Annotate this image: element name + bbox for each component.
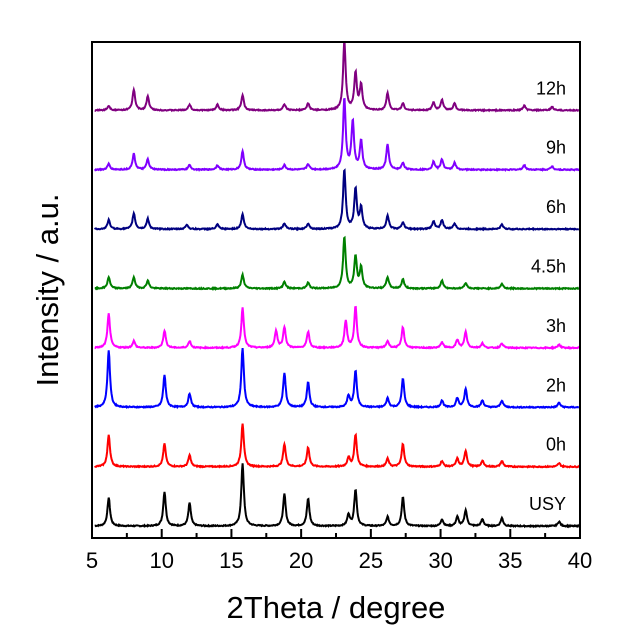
series-label-2h: 2h	[546, 375, 566, 395]
series-label-9h: 9h	[546, 138, 566, 158]
plot-area: USY 0h 2h 3h 4.5h 6h 9h 12h	[93, 40, 580, 529]
series-label-4-5h: 4.5h	[531, 257, 566, 277]
plot-frame	[91, 41, 581, 539]
x-axis: 5 10 15 20 25 30 35 40	[86, 529, 592, 573]
series-line-9h	[93, 97, 580, 172]
x-tick-label: 25	[359, 548, 383, 573]
x-tick-label: 20	[289, 548, 313, 573]
x-tick-label: 10	[149, 548, 173, 573]
series-label-0h: 0h	[546, 435, 566, 455]
x-tick-label: 35	[498, 548, 522, 573]
y-axis-label: Intensity / a.u.	[30, 194, 65, 387]
series-line-3h	[94, 305, 580, 351]
x-tick-label: 30	[428, 548, 452, 573]
series-line-12h	[94, 40, 580, 113]
x-axis-label: 2Theta / degree	[227, 590, 446, 625]
series-line-2h	[94, 348, 580, 410]
x-tick-label: 15	[219, 548, 243, 573]
series-line-USY	[94, 463, 580, 529]
series-label-USY: USY	[529, 494, 566, 514]
x-tick-label: 40	[568, 548, 592, 573]
series-line-6h	[93, 168, 580, 232]
series-label-3h: 3h	[546, 316, 566, 336]
series-line-0h	[93, 423, 580, 469]
series-label-12h: 12h	[536, 78, 566, 98]
series-line-4-5h	[94, 235, 580, 291]
x-tick-label: 5	[86, 548, 98, 573]
series-label-6h: 6h	[546, 197, 566, 217]
